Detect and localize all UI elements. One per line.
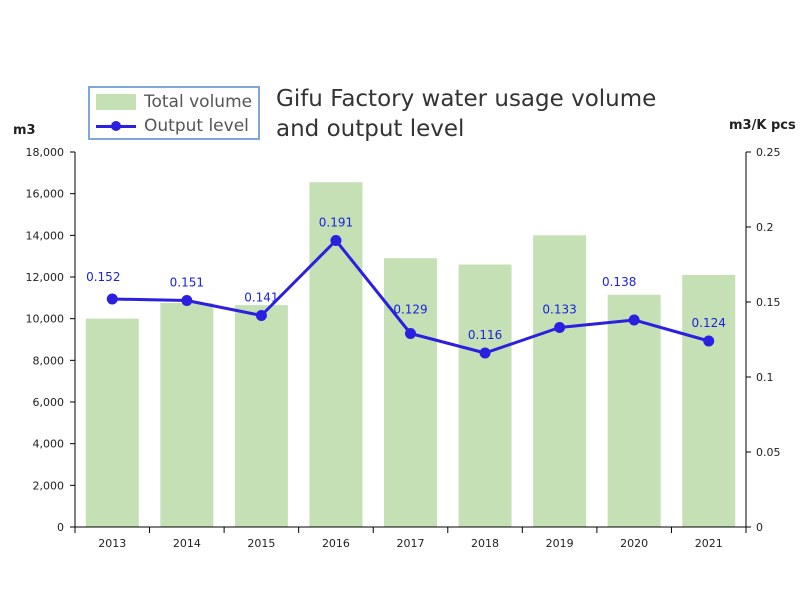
- left-tick-label: 14,000: [26, 229, 65, 242]
- left-tick-label: 12,000: [26, 271, 65, 284]
- output-level-point: [554, 322, 566, 333]
- data-label: 0.191: [319, 216, 353, 230]
- left-axis-unit: m3: [13, 123, 36, 138]
- data-label: 0.116: [468, 328, 502, 342]
- left-tick-label: 2,000: [33, 479, 65, 492]
- legend-label: Output level: [144, 116, 249, 136]
- x-tick-label: 2016: [322, 537, 350, 550]
- bar: [234, 305, 288, 527]
- output-level-point: [405, 328, 416, 339]
- legend: Total volume Output level: [88, 86, 260, 140]
- legend-label: Total volume: [144, 92, 253, 112]
- chart-title-line: Gifu Factory water usage volume: [276, 86, 657, 112]
- left-tick-label: 6,000: [33, 396, 65, 409]
- x-tick-label: 2020: [620, 537, 648, 550]
- x-tick-label: 2018: [471, 537, 499, 550]
- right-axis-unit: m3/K pcs: [729, 118, 796, 133]
- x-tick-label: 2019: [546, 537, 574, 550]
- legend-swatch-bar: [96, 94, 136, 110]
- right-tick-label: 0.05: [756, 446, 781, 459]
- right-tick-label: 0.25: [756, 146, 781, 159]
- x-tick-label: 2017: [397, 537, 425, 550]
- output-level-point: [628, 314, 640, 326]
- left-tick-label: 0: [57, 521, 64, 534]
- output-level-point: [703, 335, 715, 347]
- x-tick-label: 2014: [173, 537, 201, 550]
- bar: [607, 294, 661, 527]
- data-label: 0.152: [86, 270, 120, 284]
- data-label: 0.138: [602, 275, 636, 289]
- chart-title-line: and output level: [276, 116, 465, 142]
- data-label: 0.141: [244, 291, 278, 305]
- output-level-point: [181, 295, 193, 306]
- x-tick-label: 2015: [247, 537, 275, 550]
- bar: [533, 235, 587, 528]
- right-tick-label: 0.1: [756, 371, 774, 384]
- left-tick-label: 4,000: [33, 438, 65, 451]
- bar: [309, 182, 363, 528]
- left-tick-label: 18,000: [26, 146, 65, 159]
- bar: [458, 264, 512, 527]
- right-tick-label: 0.2: [756, 221, 774, 234]
- output-level-point: [330, 235, 342, 246]
- legend-item-total-volume: Total volume: [96, 91, 252, 113]
- legend-swatch-line: [96, 118, 136, 134]
- legend-item-output-level: Output level: [96, 115, 249, 137]
- x-tick-label: 2013: [98, 537, 126, 550]
- right-tick-label: 0.15: [756, 296, 781, 309]
- left-tick-label: 8,000: [33, 354, 65, 367]
- bar: [384, 258, 437, 527]
- output-level-point: [255, 310, 267, 321]
- x-tick-label: 2021: [695, 537, 723, 550]
- data-label: 0.124: [692, 316, 726, 330]
- output-level-point: [106, 293, 118, 305]
- output-level-point: [479, 347, 491, 359]
- chart-title: Gifu Factory water usage volume and outp…: [276, 84, 656, 144]
- data-label: 0.133: [542, 303, 576, 317]
- bar: [160, 303, 214, 527]
- right-tick-label: 0: [756, 521, 763, 534]
- bar: [85, 318, 139, 527]
- data-label: 0.129: [393, 303, 427, 317]
- bar: [682, 274, 736, 527]
- left-tick-label: 16,000: [26, 188, 65, 201]
- left-tick-label: 10,000: [26, 313, 65, 326]
- data-label: 0.151: [170, 276, 204, 290]
